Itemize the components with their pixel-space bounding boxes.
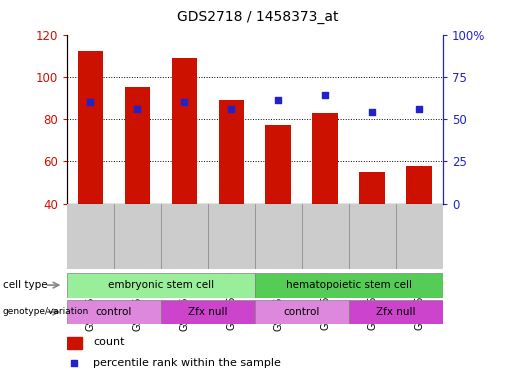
Bar	[171, 58, 197, 204]
Text: control: control	[284, 307, 320, 317]
Text: GDS2718 / 1458373_at: GDS2718 / 1458373_at	[177, 10, 338, 23]
Text: embryonic stem cell: embryonic stem cell	[108, 280, 214, 290]
Point	[180, 99, 188, 105]
Bar	[313, 113, 338, 204]
Point	[87, 99, 95, 105]
Point	[227, 106, 235, 112]
Bar	[67, 273, 255, 298]
Bar	[125, 88, 150, 204]
Point	[71, 360, 79, 366]
Bar	[67, 300, 161, 324]
Bar	[161, 300, 255, 324]
Text: percentile rank within the sample: percentile rank within the sample	[93, 358, 281, 368]
Point	[133, 106, 142, 112]
Point	[368, 109, 376, 115]
Point	[415, 106, 423, 112]
Bar	[406, 166, 432, 204]
Text: cell type: cell type	[3, 280, 47, 290]
Text: hematopoietic stem cell: hematopoietic stem cell	[286, 280, 412, 290]
Text: control: control	[96, 307, 132, 317]
Bar	[255, 273, 443, 298]
Text: Zfx null: Zfx null	[188, 307, 228, 317]
Bar	[255, 300, 349, 324]
Point	[274, 98, 283, 104]
Bar	[349, 300, 443, 324]
Bar	[266, 125, 291, 204]
Bar	[359, 172, 385, 204]
Bar	[78, 51, 104, 204]
Text: genotype/variation: genotype/variation	[3, 308, 89, 316]
Bar	[67, 336, 82, 349]
Text: count: count	[93, 337, 125, 347]
Point	[321, 92, 330, 98]
Text: Zfx null: Zfx null	[376, 307, 416, 317]
Bar	[218, 100, 244, 204]
